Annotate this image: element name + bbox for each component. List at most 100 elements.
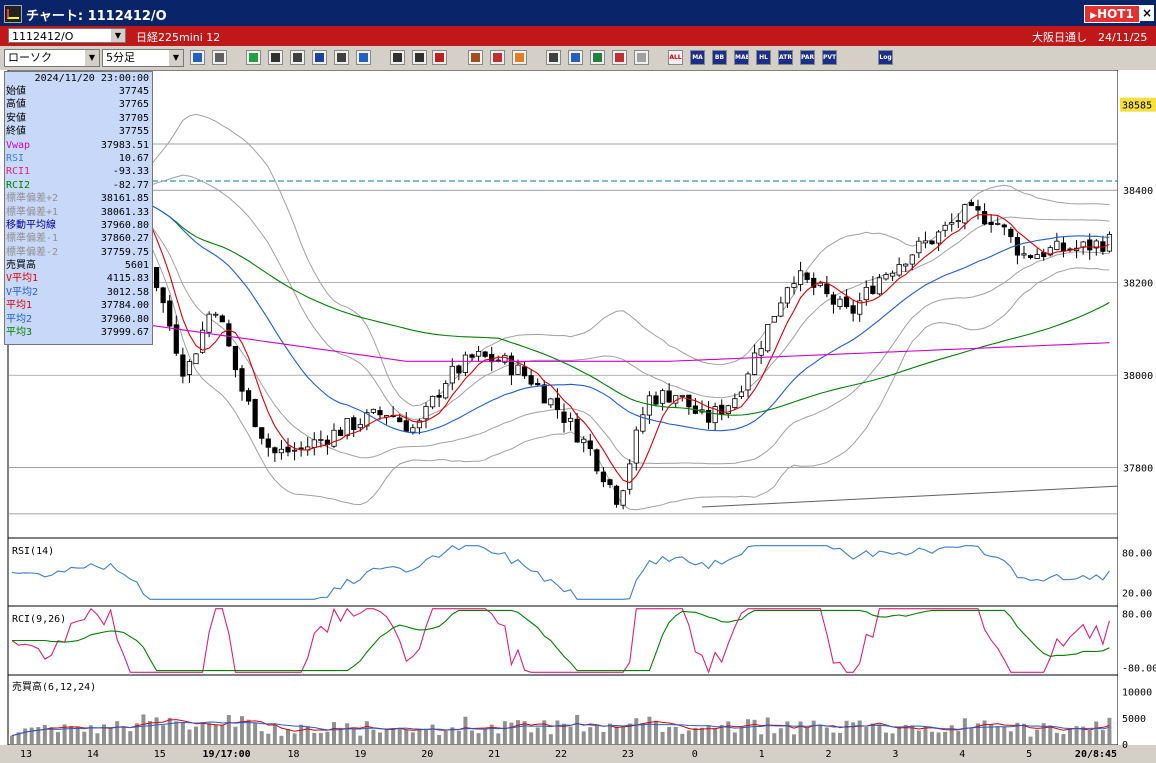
- candle-body: [1021, 253, 1027, 256]
- indicator-button-hl[interactable]: HL: [756, 50, 771, 65]
- volume-bar: [752, 719, 757, 744]
- candle-body: [824, 283, 830, 295]
- volume-bar: [187, 729, 192, 744]
- candle-icon-glyph: [393, 53, 402, 62]
- alert-icon[interactable]: [634, 50, 649, 65]
- volume-bar: [62, 724, 67, 744]
- volume-bar: [765, 717, 770, 744]
- candle-body: [896, 264, 902, 276]
- trash-icon[interactable]: [356, 50, 371, 65]
- candle-body: [508, 355, 515, 376]
- indicator-button-par[interactable]: PAR: [800, 50, 815, 65]
- cursor-icon[interactable]: [290, 50, 305, 65]
- indicator-button-mae[interactable]: MAE: [734, 50, 749, 65]
- volume-bar: [10, 735, 14, 744]
- volume-bar: [450, 727, 455, 744]
- time-tick-label: 3: [892, 749, 898, 760]
- all-button[interactable]: [432, 50, 447, 65]
- candle-body: [561, 411, 567, 423]
- gear-icon[interactable]: [468, 50, 483, 65]
- volume-tick-label: 10000: [1122, 688, 1152, 699]
- panel-row-label: RSI: [6, 152, 25, 164]
- compare-icon-glyph: [615, 53, 624, 62]
- panel-row-label: 高値: [6, 99, 26, 111]
- chevron-down-icon[interactable]: ▼: [85, 50, 99, 66]
- price-tick-label: 38200: [1123, 279, 1153, 290]
- close-button[interactable]: ×: [1140, 5, 1154, 21]
- chevron-down-icon[interactable]: ▼: [111, 29, 125, 42]
- chevron-down-icon[interactable]: ▼: [169, 50, 183, 66]
- rsi-line: [11, 545, 1110, 600]
- candle-body: [541, 384, 547, 404]
- volume-bar: [989, 724, 994, 744]
- volume-bar: [522, 721, 527, 744]
- indicator-button-log[interactable]: Log: [878, 50, 893, 65]
- candle-body: [745, 373, 751, 391]
- time-tick-label: 4: [959, 749, 965, 760]
- chart-type-select[interactable]: ローソク ▼: [4, 49, 100, 67]
- candle-body: [850, 305, 856, 314]
- indicator-button-ma[interactable]: MA: [690, 50, 705, 65]
- volume-bar: [660, 731, 665, 744]
- arrow-icon[interactable]: [312, 50, 327, 65]
- panel-row-value: 5601: [124, 260, 149, 272]
- volume-bar: [667, 726, 672, 744]
- volume-bar: [798, 721, 803, 744]
- panel-row-value: 37759.75: [100, 246, 149, 258]
- time-tick-label: 22: [555, 749, 567, 760]
- candle-body: [1027, 255, 1034, 258]
- symbol-select[interactable]: 1112412/O ▼: [8, 28, 126, 43]
- volume-bar: [397, 728, 402, 744]
- bollinger-band-lower2: [11, 199, 1110, 511]
- volume-average-2-line: [11, 721, 1110, 737]
- indicator-button-all[interactable]: ALL: [668, 50, 683, 65]
- candle-body: [475, 350, 482, 357]
- volume-bar: [805, 728, 810, 744]
- volume-bar: [608, 723, 612, 744]
- panel-datetime: 2024/11/20 23:00:00: [34, 73, 149, 84]
- volume-bar: [358, 735, 363, 744]
- time-tick-label: 23: [622, 749, 634, 760]
- volume-bar: [75, 726, 80, 744]
- pen-icon[interactable]: [246, 50, 261, 65]
- volume-bar: [778, 728, 783, 744]
- hot-button[interactable]: ▶HOT1: [1084, 5, 1140, 23]
- indicator-button-bb[interactable]: BB: [712, 50, 727, 65]
- volume-bar: [200, 722, 205, 744]
- note-icon[interactable]: [334, 50, 349, 65]
- crosshair-icon[interactable]: [212, 50, 227, 65]
- volume-bar: [568, 726, 573, 744]
- candle-body: [659, 390, 666, 404]
- candle-body: [423, 406, 429, 420]
- print-icon[interactable]: [546, 50, 561, 65]
- volume-tick-label: 5000: [1122, 714, 1146, 725]
- wrench-icon[interactable]: [490, 50, 505, 65]
- panel-row-value: 37860.27: [100, 233, 149, 245]
- candle-body: [765, 324, 771, 352]
- volume-bar: [1008, 731, 1013, 744]
- volume-bar: [877, 724, 882, 744]
- candle-body: [666, 390, 672, 403]
- candle2-icon[interactable]: [412, 50, 427, 65]
- candle-icon[interactable]: [390, 50, 405, 65]
- candle-body: [462, 354, 469, 373]
- volume-bar: [857, 720, 862, 744]
- indicator-button-pvt[interactable]: PVT: [822, 50, 837, 65]
- panel-row-label: 標準偏差-2: [6, 246, 59, 258]
- palette-icon[interactable]: [512, 50, 527, 65]
- chart-svg[interactable]: 38400 38200 38000 37800 38585 RSI(14) 80.00 20.…: [0, 69, 1156, 760]
- candle-body: [968, 201, 975, 206]
- volume-bar: [772, 733, 777, 744]
- alert-icon-glyph: [637, 53, 646, 62]
- compare-icon[interactable]: [612, 50, 627, 65]
- draw-icon[interactable]: [268, 50, 283, 65]
- indicator-button-atr[interactable]: ATR: [778, 50, 793, 65]
- search-icon[interactable]: [190, 50, 205, 65]
- zoom-icon[interactable]: [568, 50, 583, 65]
- grid-icon[interactable]: [590, 50, 605, 65]
- interval-select[interactable]: 5分足 ▼: [102, 49, 184, 67]
- candle-body: [344, 417, 350, 436]
- volume-bar: [831, 732, 836, 744]
- volume-bar: [844, 720, 849, 744]
- chart-area[interactable]: 38400 38200 38000 37800 38585 RSI(14) 80.00 20.…: [0, 69, 1156, 760]
